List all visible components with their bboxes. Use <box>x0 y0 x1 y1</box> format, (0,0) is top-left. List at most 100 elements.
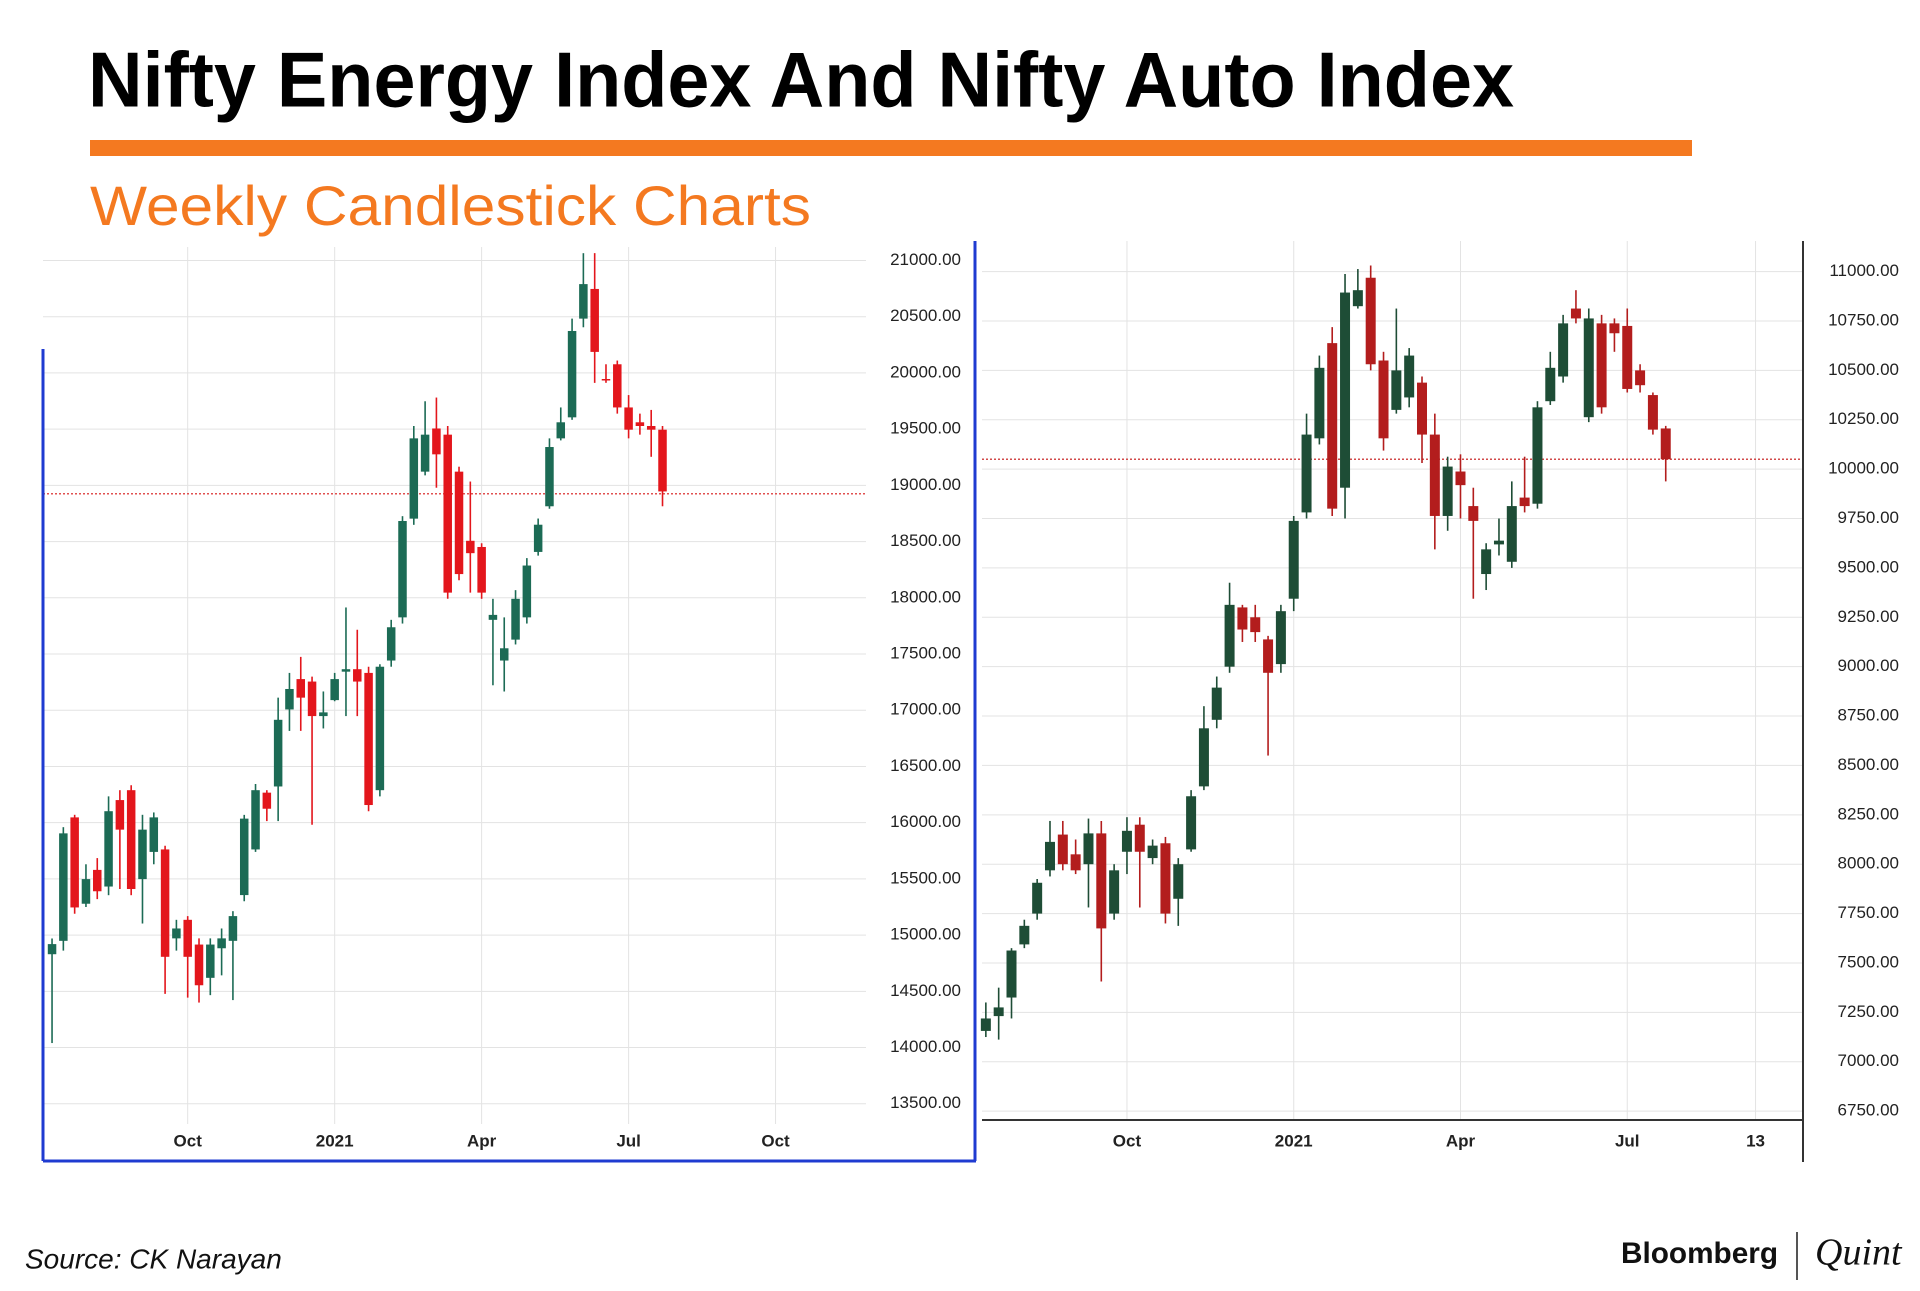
title-rule <box>90 140 1692 156</box>
candle-body <box>1198 728 1209 787</box>
candle-body <box>1237 607 1248 630</box>
y-tick-label: 14500.00 <box>890 981 961 1000</box>
x-tick-label: Jul <box>616 1131 641 1150</box>
candle-body <box>454 471 464 575</box>
candle-body <box>1378 360 1389 439</box>
y-tick-label: 7250.00 <box>1838 1002 1899 1021</box>
candle-body <box>1596 323 1607 408</box>
y-tick-label: 16000.00 <box>890 812 961 831</box>
candle-body <box>1609 323 1620 334</box>
candle-body <box>477 546 486 593</box>
candle-body <box>1660 428 1671 460</box>
candle-body <box>93 869 102 892</box>
y-tick-label: 8250.00 <box>1838 804 1899 823</box>
y-tick-label: 15500.00 <box>890 868 961 887</box>
candle-body <box>330 679 339 701</box>
candle-body <box>613 364 622 408</box>
x-tick-label: Oct <box>174 1131 203 1150</box>
y-tick-label: 18000.00 <box>890 587 961 606</box>
candle-body <box>1647 395 1658 430</box>
brand-partner: Quint <box>1815 1232 1903 1274</box>
candle-body <box>533 524 543 552</box>
candle-body <box>1417 382 1428 435</box>
candle-body <box>273 719 283 787</box>
candle-body <box>59 833 68 941</box>
y-tick-label: 16500.00 <box>890 756 961 775</box>
candle-body <box>658 429 667 492</box>
candle-body <box>1583 318 1594 418</box>
y-tick-label: 7000.00 <box>1838 1051 1899 1070</box>
candle-body <box>115 800 125 830</box>
candle-body <box>499 648 509 661</box>
y-tick-label: 10500.00 <box>1828 360 1899 379</box>
x-tick-label: 2021 <box>316 1131 354 1150</box>
candle-body <box>1545 367 1556 402</box>
candle-body <box>1044 841 1055 871</box>
title: Nifty Energy Index And Nifty Auto Index <box>88 36 1514 124</box>
candle-body <box>1275 611 1286 665</box>
candle-body <box>1019 925 1030 945</box>
candle-body <box>1250 617 1261 633</box>
candle-body <box>646 425 656 430</box>
candle-body <box>1340 292 1351 488</box>
y-tick-label: 9500.00 <box>1838 557 1899 576</box>
candle-body <box>579 284 588 319</box>
candle-body <box>1057 834 1068 865</box>
candle-body <box>1224 604 1235 667</box>
candle-body <box>1160 843 1171 914</box>
candle-body <box>172 928 181 939</box>
candle-body <box>522 565 532 618</box>
brand-name: Bloomberg <box>1621 1237 1778 1270</box>
candle-body <box>398 521 407 618</box>
x-tick-label: Oct <box>761 1131 790 1150</box>
candle-body <box>228 916 238 941</box>
candle-body <box>545 447 554 507</box>
candle-body <box>160 849 170 957</box>
candle-body <box>432 428 441 455</box>
y-tick-label: 9750.00 <box>1838 508 1899 527</box>
candle-body <box>1134 824 1145 852</box>
candle-body <box>1301 434 1312 513</box>
candle-body <box>1532 407 1543 504</box>
subtitle: Weekly Candlestick Charts <box>90 174 811 237</box>
candle-body <box>353 669 362 682</box>
y-tick-label: 6750.00 <box>1838 1101 1899 1120</box>
candle-body <box>466 540 475 554</box>
y-tick-label: 8000.00 <box>1838 854 1899 873</box>
candle-body <box>1493 540 1504 545</box>
candle-body <box>341 669 351 672</box>
candle-body <box>1288 520 1299 599</box>
y-tick-label: 7500.00 <box>1838 952 1899 971</box>
candle-body <box>319 712 328 717</box>
x-tick-label: 13 <box>1746 1131 1765 1150</box>
candle-body <box>635 422 645 426</box>
candle-body <box>1391 370 1402 410</box>
y-tick-label: 8750.00 <box>1838 706 1899 725</box>
candle-body <box>420 434 430 472</box>
candle-body <box>1442 466 1453 516</box>
x-tick-label: Apr <box>467 1131 497 1150</box>
y-tick-label: 21000.00 <box>890 250 961 269</box>
candle-body <box>1109 870 1120 914</box>
candle-body <box>104 811 113 887</box>
y-tick-label: 19000.00 <box>890 475 961 494</box>
y-tick-label: 14000.00 <box>890 1037 961 1056</box>
y-tick-label: 13500.00 <box>890 1093 961 1112</box>
candle-body <box>1622 325 1633 389</box>
candle-body <box>1096 833 1107 929</box>
y-tick-label: 8500.00 <box>1838 755 1899 774</box>
candle-body <box>1314 367 1325 439</box>
candle-body <box>296 679 306 698</box>
candle-body <box>1070 854 1081 871</box>
y-tick-label: 10250.00 <box>1828 409 1899 428</box>
candle-body <box>126 790 136 890</box>
candle-body <box>206 944 215 978</box>
candle-body <box>183 919 192 957</box>
candle-body <box>1327 343 1338 509</box>
candle-body <box>239 818 249 896</box>
candle-body <box>251 790 260 850</box>
candle-body <box>1083 833 1094 865</box>
candle-body <box>1263 639 1274 673</box>
candle-body <box>1186 796 1197 850</box>
